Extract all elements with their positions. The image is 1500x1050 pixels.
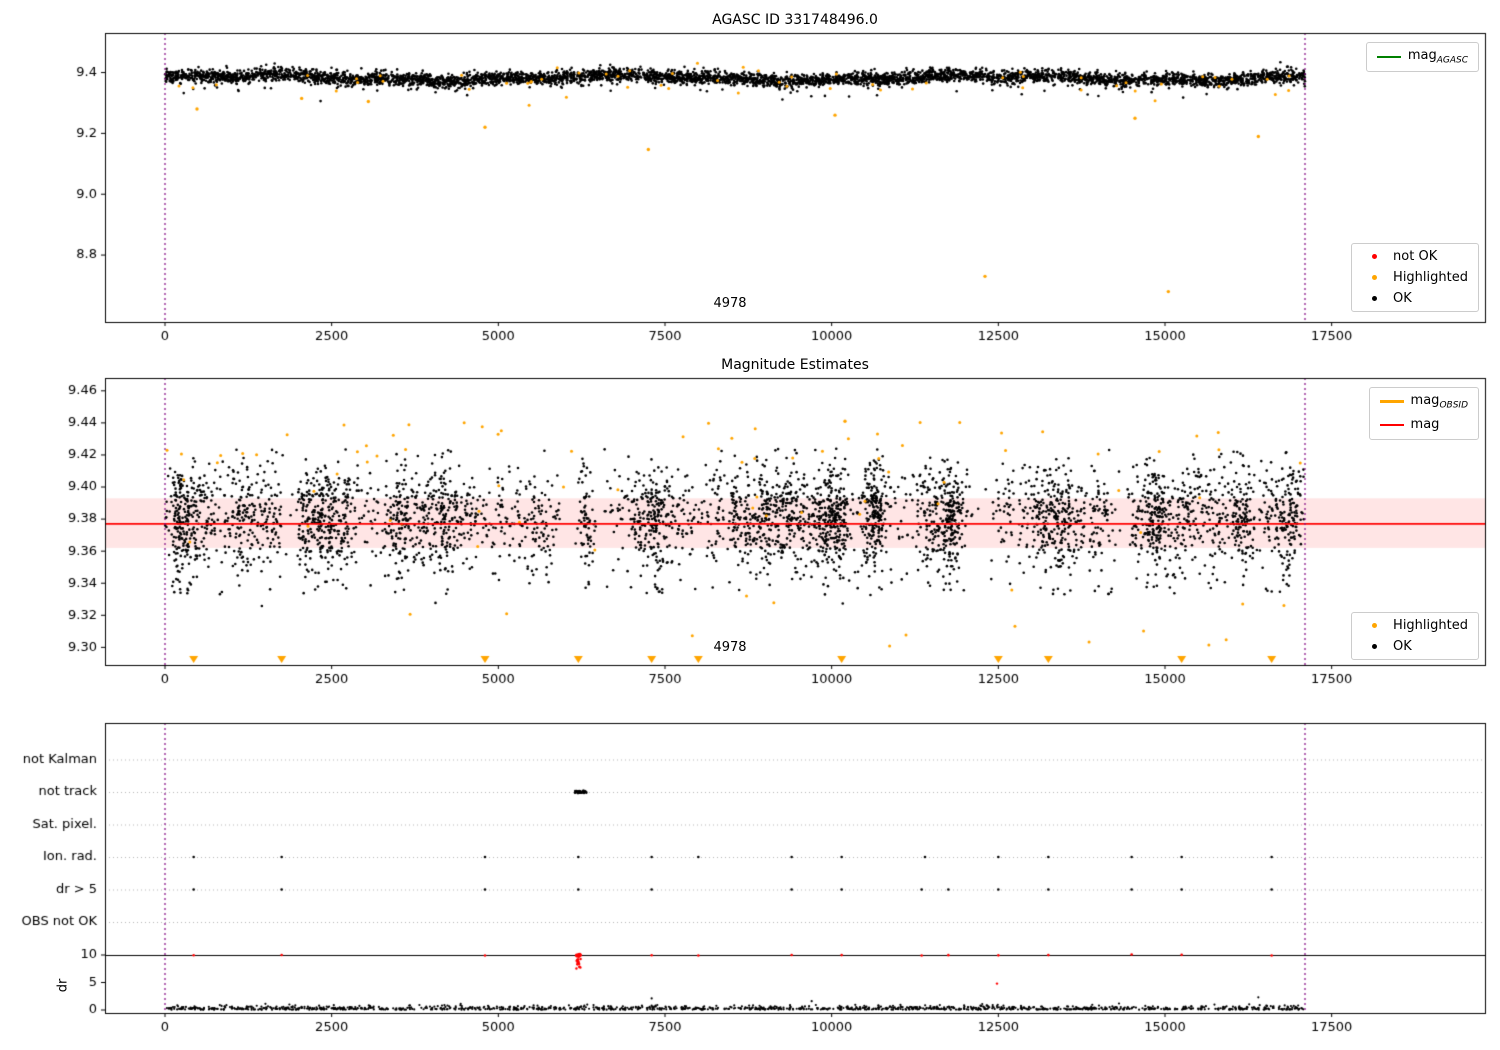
plot1-legend-top: magAGASC (1365, 42, 1479, 72)
plot1-title: AGASC ID 331748496.0 (712, 12, 878, 28)
plot1-legend-bottom: not OK Highlighted OK (1351, 243, 1479, 312)
mag-obsid-line-icon (1379, 400, 1404, 404)
mag-agasc-line-icon (1376, 55, 1401, 59)
legend-item-mag-obsid: magOBSID (1379, 393, 1468, 411)
legend-label-ok2: OK (1393, 639, 1412, 654)
plot2-count-annotation: 4978 (713, 640, 747, 655)
legend-item-mag-agasc: magAGASC (1376, 48, 1468, 66)
legend-label-mag-obsid: magOBSID (1410, 393, 1468, 411)
legend-item-highlighted2: Highlighted (1362, 618, 1468, 633)
legend-label-highlighted2: Highlighted (1393, 618, 1468, 633)
highlighted-dot-icon (1362, 275, 1386, 280)
legend-item-mag: mag (1379, 416, 1468, 435)
plot1-count-annotation: 4978 (713, 296, 747, 311)
not-ok-dot-icon (1362, 254, 1386, 259)
legend-item-not-ok: not OK (1362, 249, 1468, 264)
legend-item-ok: OK (1362, 291, 1468, 306)
highlighted-dot-icon (1362, 623, 1386, 628)
plot2-legend-bottom: Highlighted OK (1351, 612, 1479, 660)
legend-label-highlighted: Highlighted (1393, 270, 1468, 285)
plot2-title: Magnitude Estimates (721, 357, 869, 373)
ok-dot-icon (1362, 296, 1386, 301)
mag-line-icon (1379, 424, 1404, 427)
ok-dot-icon (1362, 644, 1386, 649)
legend-label-mag: mag (1410, 416, 1440, 432)
legend-label-mag-agasc: magAGASC (1407, 48, 1468, 66)
legend-label-not-ok: not OK (1393, 249, 1438, 264)
plot2-legend-top: magOBSID mag (1368, 387, 1479, 441)
legend-label-ok: OK (1393, 291, 1412, 306)
legend-item-ok2: OK (1362, 639, 1468, 654)
legend-item-highlighted: Highlighted (1362, 270, 1468, 285)
dr-axis-label: dr (55, 978, 71, 993)
